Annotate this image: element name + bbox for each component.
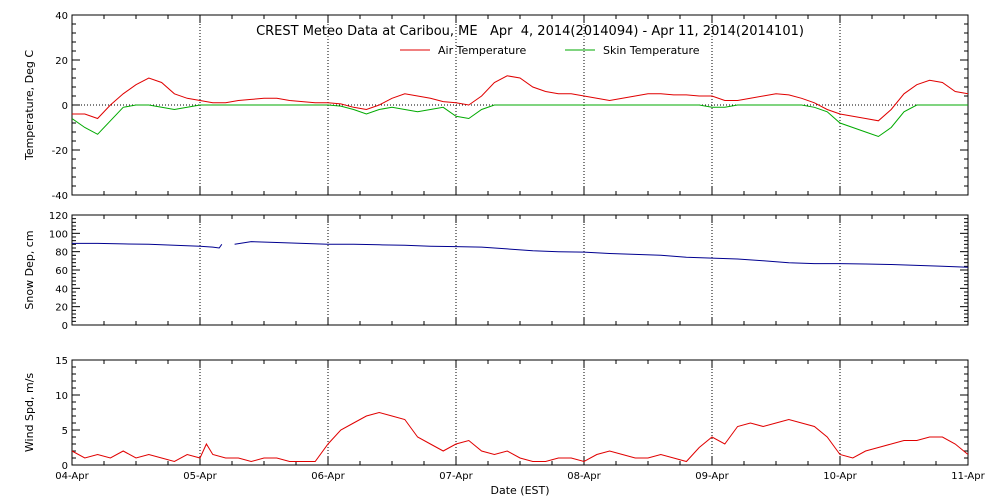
- y-tick-label: 60: [55, 266, 68, 277]
- y-tick-label: -40: [52, 191, 68, 202]
- y-axis-label: Snow Dep, cm: [23, 230, 36, 309]
- chart-title: CREST Meteo Data at Caribou, ME Apr 4, 2…: [256, 24, 804, 39]
- y-tick-label: 120: [49, 211, 68, 222]
- y-tick-label: 20: [55, 56, 68, 67]
- x-axis-title: Date (EST): [490, 484, 549, 497]
- y-tick-label: 5: [62, 426, 68, 437]
- y-tick-label: 40: [55, 11, 68, 22]
- series-line-1: [72, 75, 968, 122]
- y-tick-label: 15: [55, 356, 68, 367]
- x-tick-label: 11-Apr: [951, 471, 985, 482]
- x-tick-label: 09-Apr: [695, 471, 729, 482]
- panel-2: 0 20 40 60 80 100 120 Snow Dep, cm: [23, 211, 969, 332]
- series-line-1: [72, 411, 968, 463]
- x-tick-label: 07-Apr: [439, 471, 473, 482]
- y-tick-label: 0: [62, 101, 68, 112]
- series-line-1-segment-1: [72, 242, 223, 249]
- x-tick-label: 04-Apr: [55, 471, 89, 482]
- y-axis-label: Wind Spd, m/s: [23, 373, 36, 453]
- x-tick-label: 08-Apr: [567, 471, 601, 482]
- y-tick-label: -20: [52, 146, 68, 157]
- y-tick-label: 80: [55, 248, 68, 259]
- legend-label-air: Air Temperature: [438, 44, 527, 57]
- x-tick-label: 10-Apr: [823, 471, 857, 482]
- y-tick-label: 40: [55, 284, 68, 295]
- legend-label-skin: Skin Temperature: [603, 44, 700, 57]
- chart-panels: -40 -20 0 20 40 Temperature, Deg C 0 20 40 60 80 10…: [23, 11, 969, 472]
- x-axis: 04-Apr 05-Apr 06-Apr 07-Apr 08-Apr 09-Apr 10-A…: [55, 471, 985, 482]
- y-tick-label: 100: [49, 229, 68, 240]
- panel-3: 0 5 10 15 Wind Spd, m/s: [23, 356, 969, 472]
- y-tick-label: 20: [55, 303, 68, 314]
- plot-frame: [71, 214, 969, 326]
- legend: Air Temperature Skin Temperature: [400, 44, 700, 57]
- y-tick-label: 10: [55, 391, 68, 402]
- y-axis-label: Temperature, Deg C: [23, 50, 36, 161]
- y-tick-label: 0: [62, 321, 68, 332]
- series-line-1-segment-2: [234, 241, 968, 268]
- y-tick-label: 0: [62, 461, 68, 472]
- series-line-2: [72, 104, 968, 138]
- plot-frame: [71, 359, 969, 466]
- panel-1: -40 -20 0 20 40 Temperature, Deg C: [23, 11, 969, 202]
- x-tick-label: 05-Apr: [183, 471, 217, 482]
- x-tick-label: 06-Apr: [311, 471, 345, 482]
